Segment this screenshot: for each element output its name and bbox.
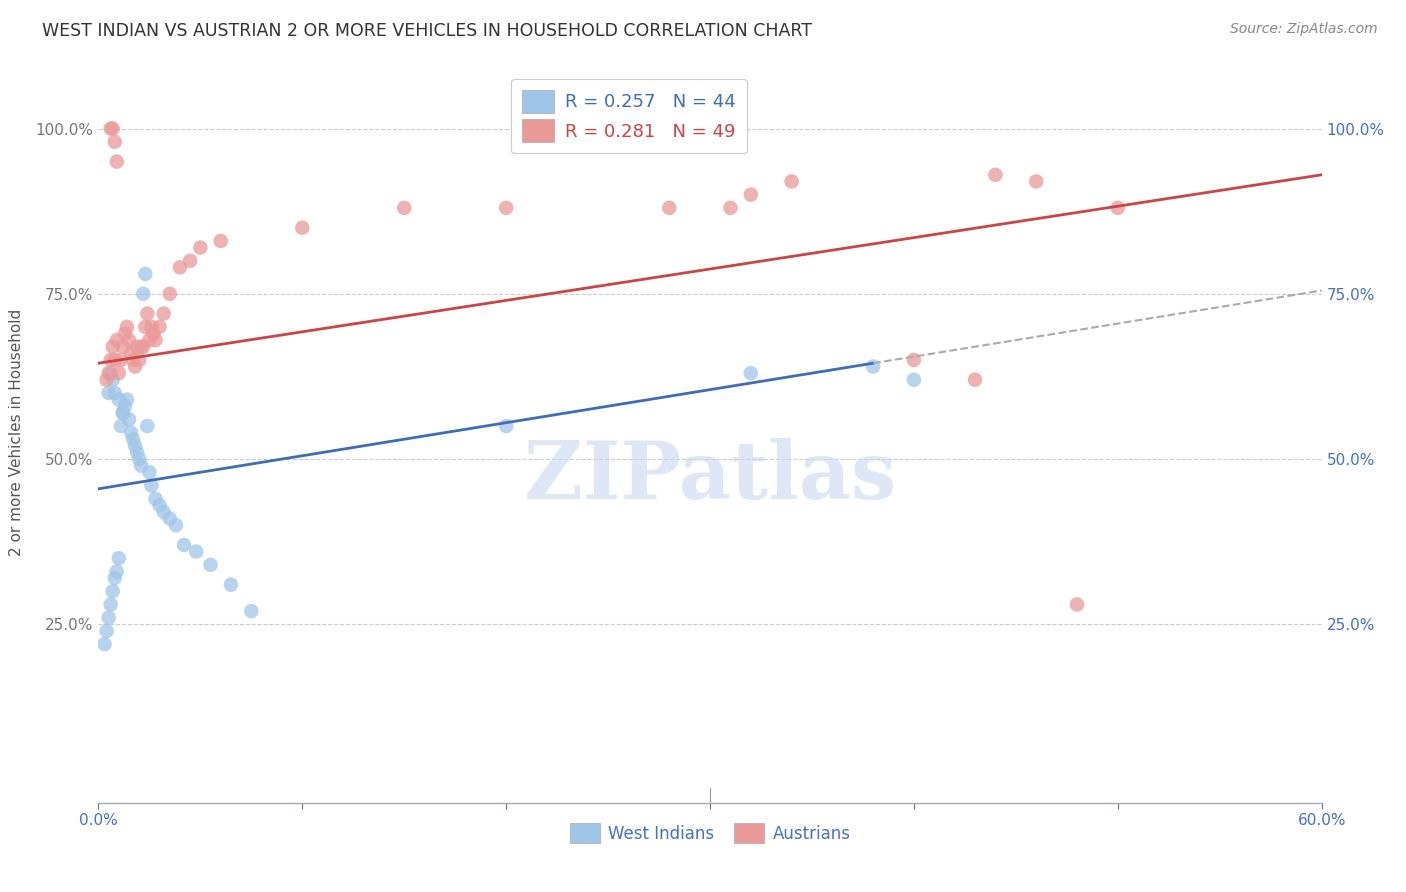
Point bbox=[152, 505, 174, 519]
Point bbox=[93, 637, 115, 651]
Point bbox=[1066, 598, 1088, 612]
Point bbox=[138, 333, 160, 347]
Text: ZIPatlas: ZIPatlas bbox=[524, 438, 896, 516]
Point bbox=[110, 419, 132, 434]
Point bbox=[141, 478, 163, 492]
Point bbox=[122, 352, 145, 367]
Point bbox=[124, 439, 146, 453]
Point bbox=[862, 359, 884, 374]
Point bbox=[128, 352, 150, 367]
Text: WEST INDIAN VS AUSTRIAN 2 OR MORE VEHICLES IN HOUSEHOLD CORRELATION CHART: WEST INDIAN VS AUSTRIAN 2 OR MORE VEHICL… bbox=[42, 22, 813, 40]
Point bbox=[118, 333, 141, 347]
Point bbox=[129, 458, 152, 473]
Point bbox=[240, 604, 263, 618]
Point bbox=[108, 366, 131, 380]
Point bbox=[120, 346, 142, 360]
Point bbox=[132, 340, 155, 354]
Point bbox=[1025, 174, 1047, 188]
Point bbox=[110, 352, 132, 367]
Point bbox=[115, 392, 138, 407]
Point bbox=[984, 168, 1007, 182]
Point bbox=[141, 319, 163, 334]
Point bbox=[291, 220, 314, 235]
Point bbox=[132, 286, 155, 301]
Point bbox=[124, 359, 146, 374]
Point bbox=[96, 373, 118, 387]
Point bbox=[134, 319, 156, 334]
Point bbox=[152, 307, 174, 321]
Point bbox=[111, 406, 134, 420]
Point bbox=[100, 366, 122, 380]
Point bbox=[740, 366, 762, 380]
Point bbox=[965, 373, 987, 387]
Point bbox=[122, 432, 145, 446]
Point bbox=[105, 333, 128, 347]
Point bbox=[903, 352, 925, 367]
Point bbox=[142, 326, 165, 341]
Point bbox=[97, 611, 120, 625]
Point bbox=[101, 584, 124, 599]
Point bbox=[108, 392, 131, 407]
Point bbox=[101, 373, 124, 387]
Point bbox=[111, 406, 134, 420]
Point bbox=[159, 511, 181, 525]
Point bbox=[145, 333, 167, 347]
Point bbox=[100, 121, 122, 136]
Point bbox=[149, 319, 172, 334]
Point bbox=[219, 577, 242, 591]
Point bbox=[115, 319, 138, 334]
Point bbox=[96, 624, 118, 638]
Point bbox=[136, 419, 159, 434]
Point bbox=[145, 491, 167, 506]
Point bbox=[111, 340, 134, 354]
Point bbox=[179, 253, 201, 268]
Point bbox=[718, 201, 742, 215]
Point bbox=[169, 260, 191, 275]
Point bbox=[127, 445, 149, 459]
Point bbox=[903, 373, 925, 387]
Point bbox=[104, 135, 127, 149]
Point bbox=[1107, 201, 1129, 215]
Point bbox=[114, 399, 136, 413]
Point bbox=[188, 240, 212, 255]
Point bbox=[101, 121, 124, 136]
Point bbox=[100, 352, 122, 367]
Point bbox=[149, 499, 172, 513]
Point bbox=[740, 187, 762, 202]
Point bbox=[495, 419, 517, 434]
Point bbox=[118, 412, 141, 426]
Point bbox=[159, 286, 181, 301]
Point bbox=[134, 267, 156, 281]
Point bbox=[128, 452, 150, 467]
Point bbox=[114, 326, 136, 341]
Point bbox=[495, 201, 517, 215]
Point bbox=[120, 425, 142, 440]
Point bbox=[136, 307, 159, 321]
Point bbox=[97, 366, 120, 380]
Point bbox=[658, 201, 681, 215]
Point bbox=[104, 352, 127, 367]
Y-axis label: 2 or more Vehicles in Household: 2 or more Vehicles in Household bbox=[10, 309, 24, 557]
Point bbox=[200, 558, 222, 572]
Point bbox=[100, 598, 122, 612]
Point bbox=[101, 340, 124, 354]
Point bbox=[165, 518, 187, 533]
Point bbox=[97, 386, 120, 401]
Point bbox=[173, 538, 195, 552]
Legend: West Indians, Austrians: West Indians, Austrians bbox=[562, 816, 858, 850]
Point bbox=[104, 571, 127, 585]
Point bbox=[127, 340, 149, 354]
Point bbox=[780, 174, 803, 188]
Point bbox=[186, 544, 208, 558]
Point bbox=[209, 234, 232, 248]
Point bbox=[392, 201, 416, 215]
Point bbox=[105, 154, 128, 169]
Text: Source: ZipAtlas.com: Source: ZipAtlas.com bbox=[1230, 22, 1378, 37]
Point bbox=[129, 340, 152, 354]
Point bbox=[108, 551, 131, 566]
Point bbox=[104, 386, 127, 401]
Point bbox=[138, 465, 160, 479]
Point bbox=[105, 565, 128, 579]
